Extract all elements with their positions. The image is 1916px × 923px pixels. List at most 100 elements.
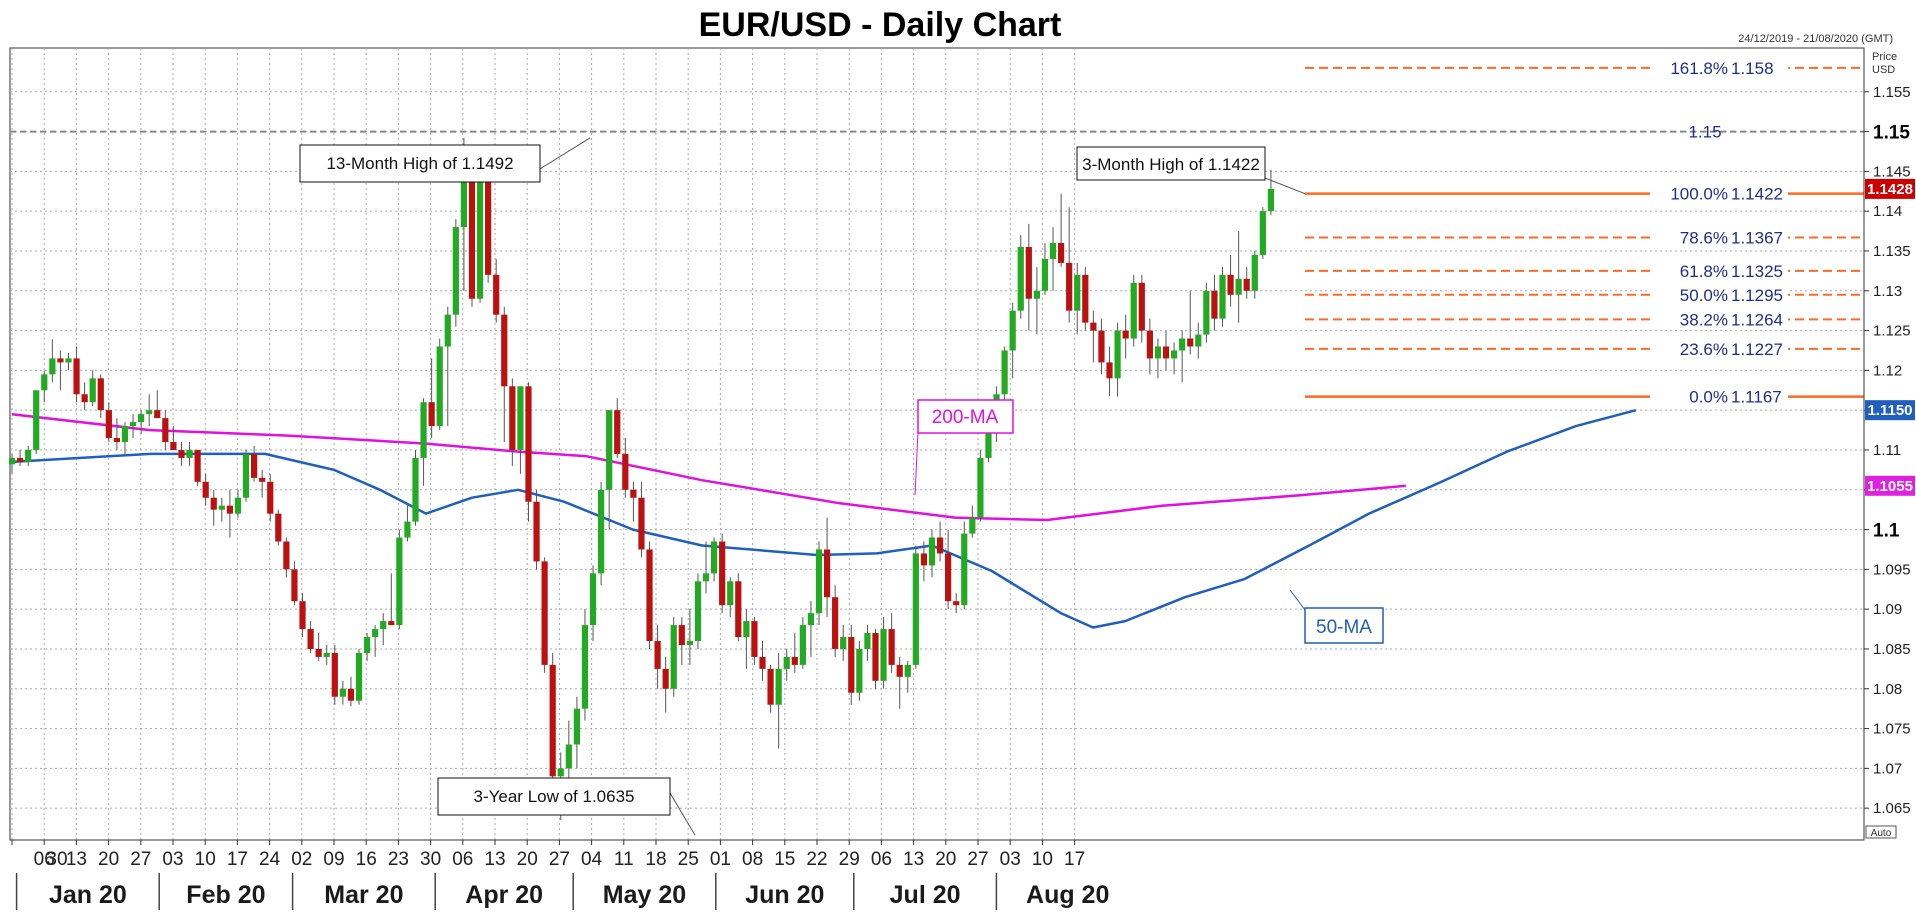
bull-candle (517, 386, 524, 474)
day-label: 30 (420, 849, 441, 870)
candle-body (904, 664, 911, 677)
price-tick-label: 1.15 (1873, 123, 1910, 144)
candle-body (347, 688, 355, 701)
bull-candle (856, 641, 863, 701)
bear-candle (1066, 207, 1073, 323)
ma200-label-box (917, 399, 1014, 434)
bull-candle (840, 625, 847, 661)
candle-body (928, 537, 936, 566)
candle-body (218, 505, 225, 510)
bear-candle (501, 306, 508, 443)
price-tick-label: 1.155 (1873, 84, 1911, 101)
price-tick-label: 1.095 (1873, 561, 1911, 578)
candle-body (1001, 350, 1008, 395)
bear-candle (832, 585, 839, 657)
bull-candle (372, 625, 379, 657)
bull-candle (807, 601, 815, 657)
bull-candle (1259, 207, 1266, 259)
candle-body (307, 629, 314, 649)
bull-candle (363, 633, 371, 661)
bear-candle (823, 517, 831, 618)
candle-body (1017, 246, 1024, 311)
bear-candle (1146, 318, 1153, 375)
fib-level-label: 100.0% (1670, 185, 1728, 204)
candle-body (202, 481, 209, 498)
bear-candle (259, 469, 266, 498)
candle-body (686, 641, 693, 645)
bull-candle (129, 414, 137, 439)
bull-candle (1001, 346, 1008, 403)
candle-body (775, 668, 782, 705)
candle-body (380, 621, 387, 630)
day-label: 03 (1000, 849, 1021, 870)
bear-candle (178, 442, 185, 466)
day-label: 23 (388, 849, 409, 870)
bull-candle (928, 529, 936, 578)
candle-body (226, 505, 233, 514)
bull-candle (1251, 250, 1258, 299)
candle-body (267, 481, 274, 514)
bear-candle (678, 617, 685, 665)
bear-candle (751, 617, 758, 665)
candle-body (1009, 310, 1016, 351)
candle-body (1130, 282, 1137, 339)
bull-candle (573, 696, 580, 769)
candle-body (291, 569, 298, 602)
candle-body (1170, 350, 1178, 359)
candle-body (880, 629, 887, 681)
price-unit-label-1: Price (1872, 51, 1897, 63)
candle-body (444, 314, 451, 347)
fib-level-label: 61.8% (1680, 262, 1728, 281)
candle-body (65, 358, 72, 363)
day-label: 04 (581, 849, 603, 870)
chart-title: EUR/USD - Daily Chart (699, 6, 1062, 44)
candle-body (501, 314, 508, 387)
bear-candle (347, 676, 355, 707)
candle-body (33, 390, 40, 450)
candle-body (476, 167, 484, 299)
ma200-leader (914, 431, 919, 496)
candle-body (654, 641, 661, 669)
candle-body (589, 573, 597, 626)
candle-body (73, 358, 80, 395)
day-label: 27 (549, 849, 570, 870)
bear-candle (105, 402, 112, 443)
auto-scale-button[interactable] (1865, 825, 1897, 839)
bear-candle (1106, 346, 1113, 396)
bear-candle (57, 350, 64, 391)
candle-body (323, 652, 330, 657)
bull-candle (727, 577, 734, 618)
bull-candle (775, 652, 782, 749)
bull-candle (49, 339, 56, 383)
price-tick-label: 1.075 (1873, 721, 1911, 738)
candle-body (1074, 274, 1081, 311)
bull-candle (864, 625, 871, 661)
candle-body (1267, 188, 1275, 212)
month-label: Jan 20 (49, 881, 127, 909)
annotation-3m-high: 3-Month High of 1.1422 (1082, 155, 1260, 174)
bear-candle (719, 533, 726, 614)
bear-candle (614, 398, 621, 458)
candle-body (8, 457, 16, 465)
bear-candle (315, 633, 322, 661)
bear-candle (331, 644, 338, 705)
candle-body (541, 561, 548, 665)
bear-candle (630, 481, 637, 522)
bear-candle (920, 541, 928, 582)
annotation-leader (1264, 177, 1306, 195)
price-tick-label: 1.135 (1873, 243, 1911, 260)
ma50-label: 50-MA (1316, 617, 1372, 638)
bull-candle (1017, 235, 1024, 319)
candle-body (969, 517, 976, 534)
fib-level-label: 0.0% (1689, 388, 1728, 407)
bear-candle (872, 629, 879, 689)
candle-body (533, 501, 540, 562)
day-label: 20 (935, 849, 956, 870)
bull-candle (783, 648, 790, 681)
candle-body (888, 629, 895, 665)
bull-candle (598, 481, 605, 586)
bull-candle (8, 453, 16, 474)
fib-value-label: 1.1167 (1731, 388, 1782, 407)
month-label: Jul 20 (890, 881, 961, 909)
